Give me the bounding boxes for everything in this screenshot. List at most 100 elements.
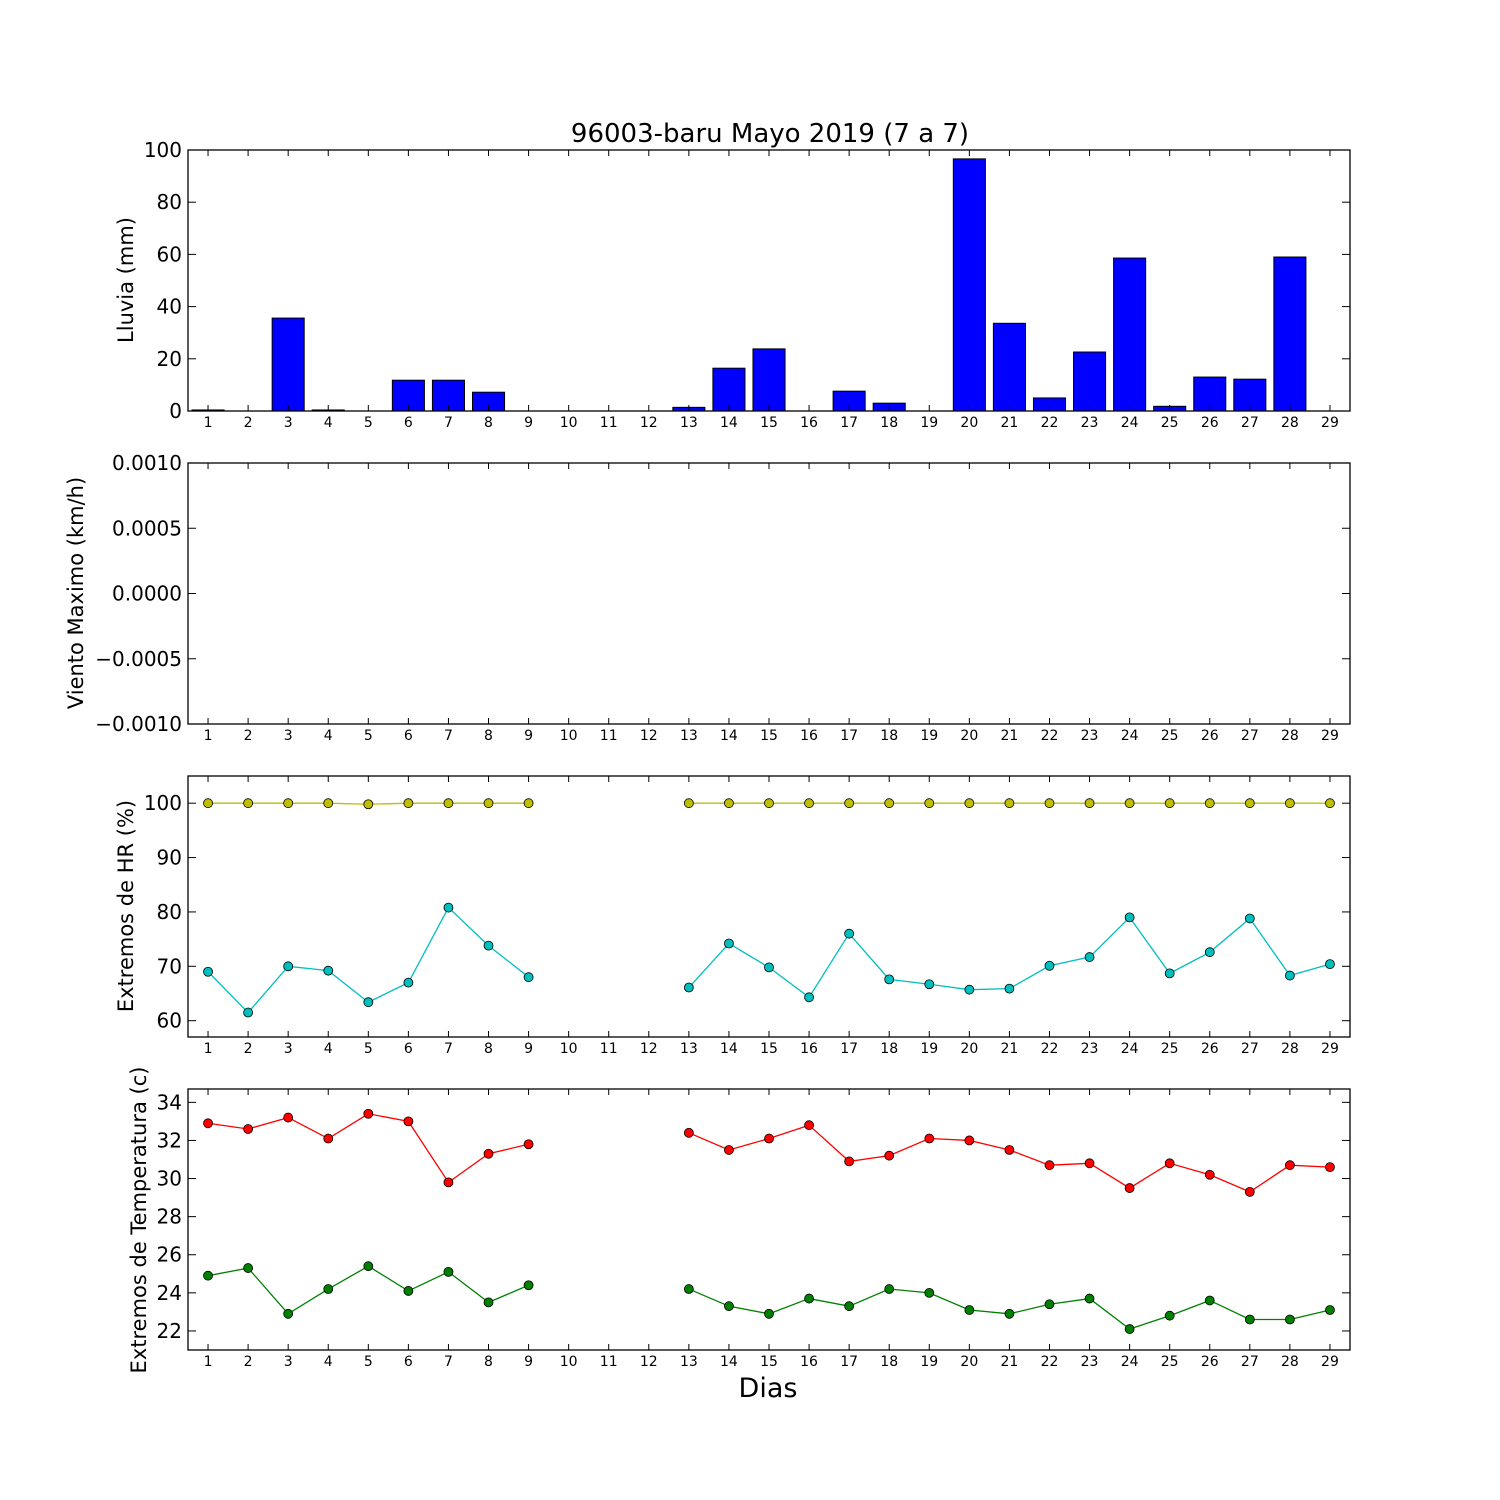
temperature-series-1-point	[1084, 1293, 1095, 1304]
wind-x-tick-label: 29	[1321, 728, 1339, 744]
wind-y-tick-label: 0.0005	[112, 516, 182, 540]
wind-x-tick-label: 25	[1161, 728, 1179, 744]
temperature-series-1-point	[764, 1308, 774, 1319]
humidity-series-1-point	[844, 928, 855, 939]
rainfall-x-tick-label: 18	[880, 415, 898, 431]
temperature-series-1-point	[1044, 1299, 1055, 1310]
temperature-series-0-point	[924, 1133, 935, 1144]
rainfall-bar	[271, 317, 305, 412]
temperature-series-1-point	[964, 1305, 975, 1315]
temperature-series-0-point	[1325, 1162, 1335, 1173]
humidity-series-1-point	[924, 979, 935, 990]
humidity-y-tick-label: 80	[157, 900, 182, 924]
temperature-series-1-point	[1124, 1324, 1135, 1334]
temperature-series-0-point	[363, 1108, 374, 1119]
wind-x-tick-label: 13	[680, 728, 698, 744]
humidity-series-0-point	[1164, 798, 1175, 809]
temperature-x-tick-label: 11	[600, 1354, 618, 1370]
humidity-x-tick-label: 25	[1161, 1041, 1179, 1057]
rainfall-x-tick-label: 15	[760, 415, 778, 431]
rainfall-x-tick-label: 20	[960, 415, 978, 431]
temperature-x-tick-label: 10	[560, 1354, 578, 1370]
temperature-series-0-point	[483, 1148, 494, 1159]
rainfall-x-tick-label: 9	[524, 415, 533, 431]
wind-x-tick-label: 20	[960, 728, 978, 744]
temperature-x-tick-label: 17	[840, 1354, 858, 1370]
humidity-series-0-point	[844, 798, 855, 809]
wind-x-tick-label: 19	[920, 728, 938, 744]
temperature-x-tick-label: 22	[1041, 1354, 1059, 1370]
temperature-x-tick-label: 27	[1241, 1354, 1259, 1370]
humidity-series-1-point	[683, 982, 694, 993]
rainfall-x-tick-label: 16	[800, 415, 818, 431]
wind-x-tick-label: 1	[204, 728, 213, 744]
humidity-y-tick-label: 100	[144, 791, 182, 815]
wind-x-tick-label: 15	[760, 728, 778, 744]
rainfall-x-tick-label: 11	[600, 415, 618, 431]
rainfall-x-tick-label: 6	[404, 415, 413, 431]
wind-x-tick-label: 8	[484, 728, 493, 744]
humidity-x-tick-label: 20	[960, 1041, 978, 1057]
temperature-x-tick-label: 21	[1000, 1354, 1018, 1370]
humidity-x-tick-label: 21	[1000, 1041, 1018, 1057]
temperature-x-tick-label: 16	[800, 1354, 818, 1370]
temperature-series-1-point	[924, 1287, 935, 1298]
wind-x-tick-label: 12	[640, 728, 658, 744]
humidity-series-0-point	[964, 798, 975, 809]
temperature-y-axis-label: Extremos de Temperatura (c)	[127, 1067, 151, 1374]
temperature-series-1-point	[1164, 1310, 1175, 1321]
wind-x-tick-label: 18	[880, 728, 898, 744]
wind-y-axis-label: Viento Maximo (km/h)	[64, 477, 88, 709]
rainfall-y-tick-label: 60	[157, 242, 182, 266]
temperature-series-0-point	[844, 1156, 855, 1167]
temperature-series-0-point	[683, 1127, 694, 1138]
humidity-series-1-point	[443, 902, 454, 913]
rainfall-bar	[712, 367, 746, 412]
humidity-series-1-point	[203, 966, 213, 977]
temperature-x-tick-label: 29	[1321, 1354, 1339, 1370]
temperature-x-tick-label: 1	[204, 1354, 213, 1370]
rainfall-y-tick-label: 100	[144, 138, 182, 162]
humidity-x-tick-label: 24	[1121, 1041, 1139, 1057]
temperature-series-1-point	[243, 1263, 254, 1273]
humidity-x-tick-label: 15	[760, 1041, 778, 1057]
temperature-series-0-point	[884, 1150, 895, 1161]
rainfall-bar	[752, 348, 786, 412]
temperature-series-1-point	[884, 1284, 895, 1294]
humidity-series-1-point	[243, 1007, 254, 1018]
humidity-series-0-point	[243, 798, 254, 809]
humidity-series-0-point	[323, 798, 334, 809]
temperature-series-0-point	[1244, 1186, 1255, 1197]
humidity-x-tick-label: 27	[1241, 1041, 1259, 1057]
temperature-x-tick-label: 12	[640, 1354, 658, 1370]
wind-y-tick-label: −0.0005	[95, 647, 182, 671]
humidity-series-1-point	[804, 992, 814, 1003]
rainfall-bar	[1273, 256, 1307, 412]
humidity-x-tick-label: 29	[1321, 1041, 1339, 1057]
humidity-series-1-point	[964, 984, 975, 995]
temperature-series-0-point	[724, 1145, 734, 1155]
humidity-x-tick-label: 10	[560, 1041, 578, 1057]
temperature-series-0-point	[1084, 1158, 1095, 1169]
temperature-series-0-point	[243, 1124, 254, 1134]
temperature-series-1-line	[207, 1265, 529, 1315]
humidity-x-tick-label: 1	[204, 1041, 213, 1057]
temperature-x-tick-label: 8	[484, 1354, 493, 1370]
humidity-y-tick-label: 70	[157, 954, 182, 978]
humidity-series-0-point	[203, 798, 213, 809]
temperature-x-tick-label: 3	[284, 1354, 293, 1370]
wind-x-tick-label: 27	[1241, 728, 1259, 744]
humidity-series-0-point	[523, 798, 534, 809]
rainfall-bar	[992, 322, 1026, 412]
humidity-x-tick-label: 28	[1281, 1041, 1299, 1057]
temperature-series-0-point	[203, 1118, 213, 1129]
humidity-series-0-point	[764, 798, 774, 809]
humidity-series-0-point	[363, 799, 374, 810]
humidity-series-1-point	[1124, 912, 1135, 923]
humidity-series-1-point	[483, 940, 494, 951]
temperature-series-1-point	[1325, 1305, 1335, 1315]
temperature-series-0-point	[804, 1120, 814, 1131]
rainfall-x-tick-label: 28	[1281, 415, 1299, 431]
humidity-x-tick-label: 7	[444, 1041, 453, 1057]
temperature-series-0-point	[764, 1133, 774, 1144]
